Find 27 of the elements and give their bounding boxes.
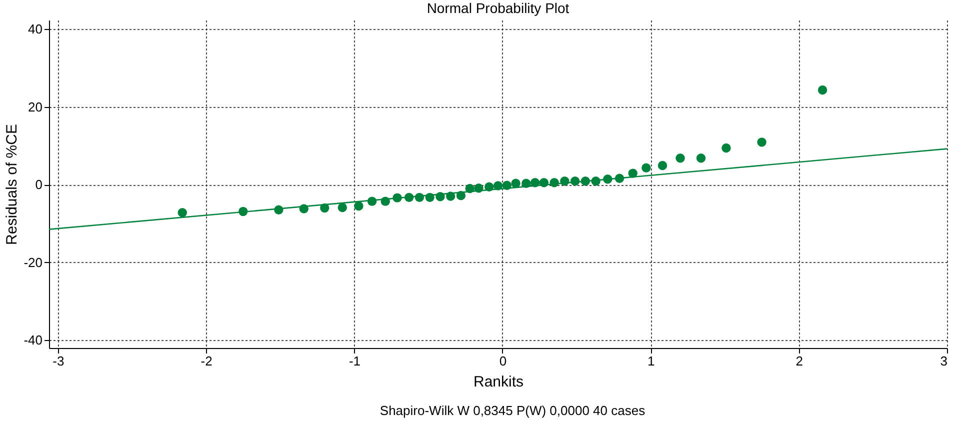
x-tick-label: -1 <box>348 354 361 368</box>
x-tick-label: 2 <box>796 354 803 368</box>
y-axis-title: Residuals of %CE <box>4 124 21 245</box>
point <box>338 202 348 212</box>
point <box>178 208 187 218</box>
x-tick-label: -2 <box>200 354 212 368</box>
text: Shapiro-Wilk W 0,8345 P(W) 0,0000 40 cases <box>378 403 646 418</box>
point <box>818 85 828 95</box>
x-tick-label: 1 <box>648 354 655 368</box>
y-tick-label: 40 <box>28 21 42 36</box>
chart-title: Normal Probability Plot <box>426 0 570 16</box>
y-tick-label: -20 <box>24 254 42 270</box>
point <box>757 138 766 147</box>
y-tick-label: 0 <box>35 177 42 192</box>
point <box>658 160 668 170</box>
point <box>642 163 651 172</box>
x-tick-label: 0 <box>499 354 507 368</box>
x-tick-label: -3 <box>52 354 64 368</box>
point <box>511 178 520 188</box>
point <box>696 154 706 163</box>
point <box>722 143 731 153</box>
x-tick-label: 3 <box>940 354 948 368</box>
y-tick-label: 20 <box>28 99 42 114</box>
point <box>354 201 364 211</box>
x-axis-title: Rankits <box>473 374 524 390</box>
y-tick-label: -40 <box>24 332 42 348</box>
point <box>676 154 685 163</box>
